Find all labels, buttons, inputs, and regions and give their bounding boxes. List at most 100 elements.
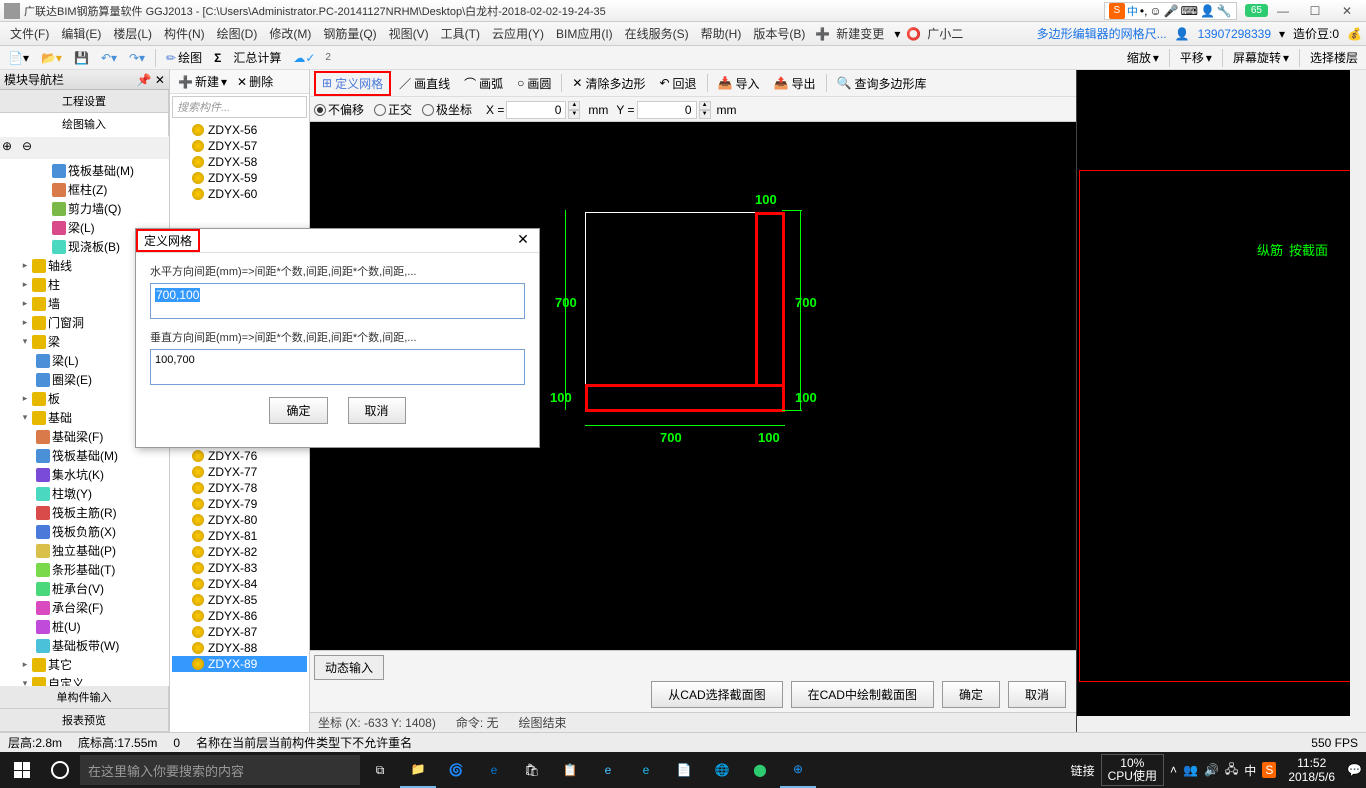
tab-project[interactable]: 工程设置 — [0, 90, 169, 112]
new-file-button[interactable]: 📄▾ — [4, 49, 33, 67]
link-label[interactable]: 链接 — [1071, 762, 1095, 779]
tree-node[interactable]: 筏板主筋(R) — [2, 503, 167, 522]
y-input[interactable] — [637, 101, 697, 119]
menu-view[interactable]: 视图(V) — [383, 23, 435, 44]
dynamic-input-button[interactable]: 动态输入 — [314, 655, 384, 680]
list-item[interactable]: ZDYX-86 — [172, 608, 307, 624]
menu-cloud[interactable]: 云应用(Y) — [486, 23, 550, 44]
new-change[interactable]: 新建变更 — [830, 23, 890, 44]
redo-button[interactable]: ↷▾ — [125, 49, 149, 67]
delete-item-button[interactable]: ✕删除 — [233, 71, 277, 92]
cpu-meter[interactable]: 10% CPU使用 — [1101, 754, 1164, 786]
tree-node[interactable]: 承台梁(F) — [2, 598, 167, 617]
section-label[interactable]: 按截面 — [1289, 240, 1328, 259]
cortana-icon[interactable] — [42, 752, 78, 788]
clear-poly-button[interactable]: ✕清除多边形 — [566, 73, 651, 94]
calc-button[interactable]: 汇总计算 — [229, 47, 285, 68]
tab-single-input[interactable]: 单构件输入 — [0, 686, 169, 708]
rotate-button[interactable]: 屏幕旋转▾ — [1229, 47, 1293, 68]
list-item[interactable]: ZDYX-89 — [172, 656, 307, 672]
list-item[interactable]: ZDYX-81 — [172, 528, 307, 544]
tree-node[interactable]: 独立基础(P) — [2, 541, 167, 560]
list-item[interactable]: ZDYX-85 — [172, 592, 307, 608]
list-item[interactable]: ZDYX-56 — [172, 122, 307, 138]
open-button[interactable]: 📂▾ — [37, 49, 66, 67]
cad-select-button[interactable]: 从CAD选择截面图 — [651, 681, 782, 708]
section-ok-button[interactable]: 确定 — [942, 681, 1000, 708]
x-up[interactable]: ▲ — [568, 101, 580, 110]
rebar-label[interactable]: 纵筋 — [1257, 240, 1283, 259]
tree-node[interactable]: ▾自定义 — [2, 674, 167, 686]
tray-volume-icon[interactable]: 🔊 — [1204, 763, 1219, 777]
task-app1-icon[interactable]: 🌀 — [438, 752, 474, 788]
line-button[interactable]: ／画直线 — [393, 73, 456, 94]
ime-tool-icon[interactable]: 🔧 — [1217, 4, 1232, 18]
tray-ime-icon[interactable]: 中 — [1244, 762, 1256, 779]
h-spacing-input[interactable]: 700,100 — [150, 283, 525, 319]
section-cancel-button[interactable]: 取消 — [1008, 681, 1066, 708]
list-item[interactable]: ZDYX-79 — [172, 496, 307, 512]
tree-expand-icon[interactable]: ⊕ — [2, 139, 20, 157]
user-name[interactable]: 广小二 — [921, 23, 969, 44]
pin-icon[interactable]: 📌 ✕ — [137, 73, 165, 87]
list-item[interactable]: ZDYX-76 — [172, 448, 307, 464]
y-up[interactable]: ▲ — [699, 101, 711, 110]
save-button[interactable]: 💾 — [70, 49, 93, 67]
close-button[interactable]: ✕ — [1332, 1, 1362, 21]
maximize-button[interactable]: ☐ — [1300, 1, 1330, 21]
undo-button[interactable]: ↶▾ — [97, 49, 121, 67]
y-down[interactable]: ▼ — [699, 110, 711, 119]
list-item[interactable]: ZDYX-84 — [172, 576, 307, 592]
tab-draw-input[interactable]: 绘图输入 — [0, 113, 169, 137]
tray-up-icon[interactable]: ˄ — [1170, 763, 1177, 777]
list-item[interactable]: ZDYX-88 — [172, 640, 307, 656]
sigma-button[interactable]: Σ — [210, 49, 225, 67]
menu-version[interactable]: 版本号(B) — [747, 23, 811, 44]
menu-edit[interactable]: 编辑(E) — [55, 23, 107, 44]
task-edge-icon[interactable]: e — [476, 752, 512, 788]
tree-node[interactable]: 剪力墙(Q) — [2, 199, 167, 218]
task-360-icon[interactable]: ⬤ — [742, 752, 778, 788]
poly-edit-link[interactable]: 多边形编辑器的网格尺... — [1037, 25, 1167, 42]
import-button[interactable]: 📥导入 — [712, 73, 766, 94]
tree-node[interactable]: 基础板带(W) — [2, 636, 167, 655]
menu-draw[interactable]: 绘图(D) — [211, 23, 264, 44]
query-button[interactable]: 🔍查询多边形库 — [831, 73, 933, 94]
menu-help[interactable]: 帮助(H) — [695, 23, 748, 44]
undo-poly-button[interactable]: ↶回退 — [653, 73, 702, 94]
list-item[interactable]: ZDYX-57 — [172, 138, 307, 154]
task-view-icon[interactable]: ⧉ — [362, 752, 398, 788]
tray-network-icon[interactable]: 🖧 — [1225, 760, 1238, 781]
start-button[interactable] — [4, 752, 40, 788]
x-down[interactable]: ▼ — [568, 110, 580, 119]
list-item[interactable]: ZDYX-83 — [172, 560, 307, 576]
polar-radio[interactable] — [422, 104, 434, 116]
v-spacing-input[interactable]: 100,700 — [150, 349, 525, 385]
tree-node[interactable]: 柱墩(Y) — [2, 484, 167, 503]
tree-collapse-icon[interactable]: ⊖ — [22, 139, 40, 157]
circle-button[interactable]: ○画圆 — [511, 73, 557, 94]
list-item[interactable]: ZDYX-77 — [172, 464, 307, 480]
dialog-cancel-button[interactable]: 取消 — [348, 397, 406, 424]
menu-rebar[interactable]: 钢筋量(Q) — [317, 23, 382, 44]
ortho-radio[interactable] — [374, 104, 386, 116]
ime-bar[interactable]: S 中 •, ☺ 🎤 ⌨ 👤 🔧 — [1104, 2, 1237, 20]
menu-bim[interactable]: BIM应用(I) — [550, 23, 619, 44]
notification-icon[interactable]: 💬 — [1347, 763, 1362, 777]
scrollbar-h[interactable] — [1077, 716, 1350, 732]
tree-node[interactable]: 集水坑(K) — [2, 465, 167, 484]
task-ie-icon[interactable]: e — [628, 752, 664, 788]
tree-node[interactable]: 筏板基础(M) — [2, 446, 167, 465]
clock[interactable]: 11:52 2018/5/6 — [1282, 756, 1341, 785]
ime-emoji-icon[interactable]: ☺ — [1149, 4, 1161, 18]
menu-component[interactable]: 构件(N) — [158, 23, 211, 44]
tree-node[interactable]: 桩(U) — [2, 617, 167, 636]
search-input[interactable]: 搜索构件... — [172, 96, 307, 118]
phone[interactable]: 13907298339 — [1198, 27, 1271, 41]
tree-node[interactable]: 桩承台(V) — [2, 579, 167, 598]
select-floor-button[interactable]: 选择楼层 — [1306, 47, 1362, 68]
list-item[interactable]: ZDYX-82 — [172, 544, 307, 560]
x-input[interactable] — [506, 101, 566, 119]
new-item-button[interactable]: ➕新建▾ — [174, 71, 231, 92]
ime-zhong[interactable]: 中 — [1127, 3, 1138, 19]
